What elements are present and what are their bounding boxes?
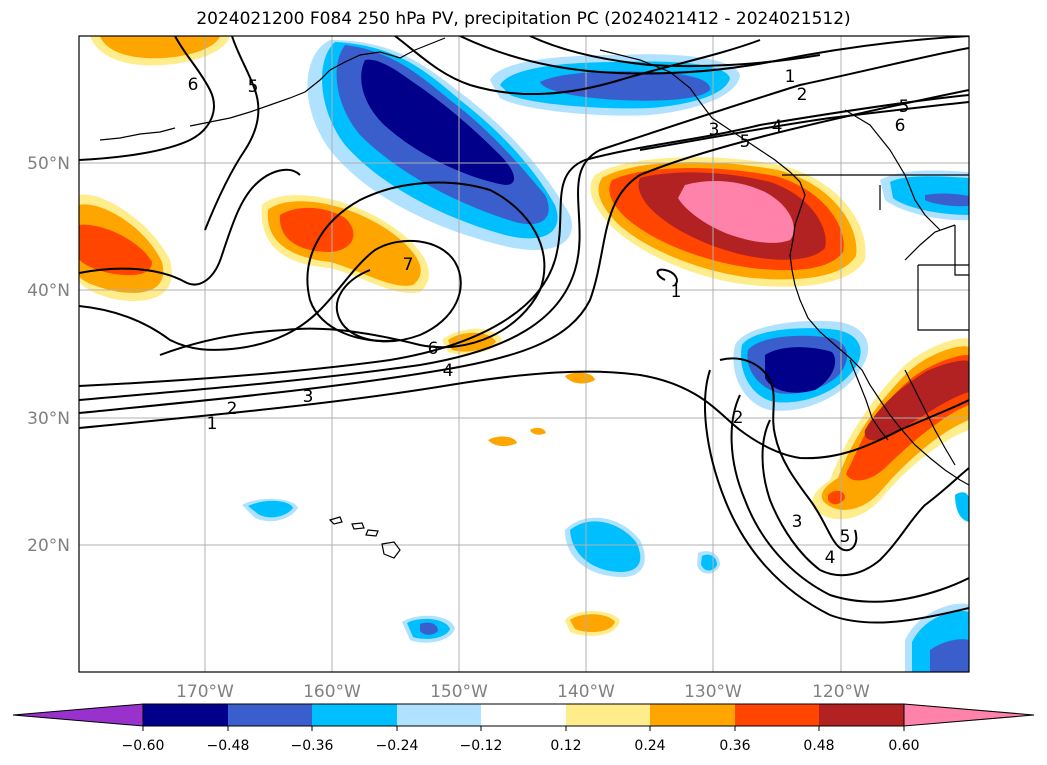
colorbar-segment [397,704,481,726]
colorbar-tick-label: 0.24 [634,738,665,754]
colorbar: −0.60 −0.48 −0.36 −0.24 −0.12 0.12 0.24 … [12,703,1035,754]
colorbar-tick-label: −0.48 [207,738,250,754]
contour-label: 5 [899,97,910,117]
longitude-label: 160°W [303,682,361,702]
colorbar-tick-label: 0.48 [803,738,834,754]
longitude-label: 170°W [176,682,234,702]
latitude-label: 40°N [27,281,70,301]
graticule [79,36,969,672]
latitude-label: 50°N [27,154,70,174]
latitude-label: 20°N [27,536,70,556]
contour-label: 4 [772,117,783,137]
contour-label: 5 [740,132,751,152]
colorbar-tick-label: 0.60 [888,738,919,754]
positive-precip-shading [79,36,969,636]
colorbar-tick-label: 0.36 [719,738,750,754]
contour-label: 2 [227,399,238,419]
colorbar-tick-label: −0.24 [376,738,419,754]
colorbar-segment [566,704,650,726]
contour-label: 1 [785,67,796,87]
colorbar-tick-label: 0.12 [550,738,581,754]
colorbar-tick-label: −0.60 [122,738,165,754]
colorbar-segment [650,704,735,726]
contour-label: 5 [248,77,259,97]
colorbar-segment [819,704,904,726]
colorbar-tick-label: −0.12 [460,738,503,754]
colorbar-segment [481,704,566,726]
colorbar-segment [143,704,228,726]
longitude-labels: 170°W 160°W 150°W 140°W 130°W 120°W [176,682,870,702]
colorbar-segment [228,704,312,726]
contour-label: 6 [895,116,906,136]
contour-label: 4 [825,548,836,568]
longitude-label: 140°W [557,682,615,702]
contour-label: 3 [303,387,314,407]
contour-label: 5 [840,527,851,547]
contour-label: 3 [792,512,803,532]
contour-label: 4 [443,361,454,381]
colorbar-tick-label: −0.36 [291,738,334,754]
latitude-label: 30°N [27,409,70,429]
colorbar-segment [312,704,397,726]
map-title: 2024021200 F084 250 hPa PV, precipitatio… [196,9,851,29]
contour-label: 7 [403,255,414,275]
contour-label: 3 [709,120,720,140]
map-panel: 1 2 3 4 5 6 7 1 2 3 4 5 6 1 2 3 4 5 6 5 [79,36,969,672]
contour-label: 6 [428,339,439,359]
colorbar-segment [735,704,819,726]
colorbar-extend-high [903,703,1035,727]
contour-label: 6 [188,75,199,95]
latitude-labels: 50°N 40°N 30°N 20°N [27,154,70,556]
contour-label: 2 [733,408,744,428]
longitude-label: 150°W [430,682,488,702]
contour-labels: 1 2 3 4 5 6 7 1 2 3 4 5 6 1 2 3 4 5 6 5 [188,67,910,568]
pv-contours [79,36,969,624]
coastlines [99,37,969,559]
colorbar-extend-low [12,703,144,727]
longitude-label: 120°W [812,682,870,702]
contour-label: 1 [671,282,682,302]
contour-label: 1 [207,414,218,434]
map-frame [78,35,970,673]
longitude-label: 130°W [684,682,742,702]
contour-label: 2 [797,85,808,105]
